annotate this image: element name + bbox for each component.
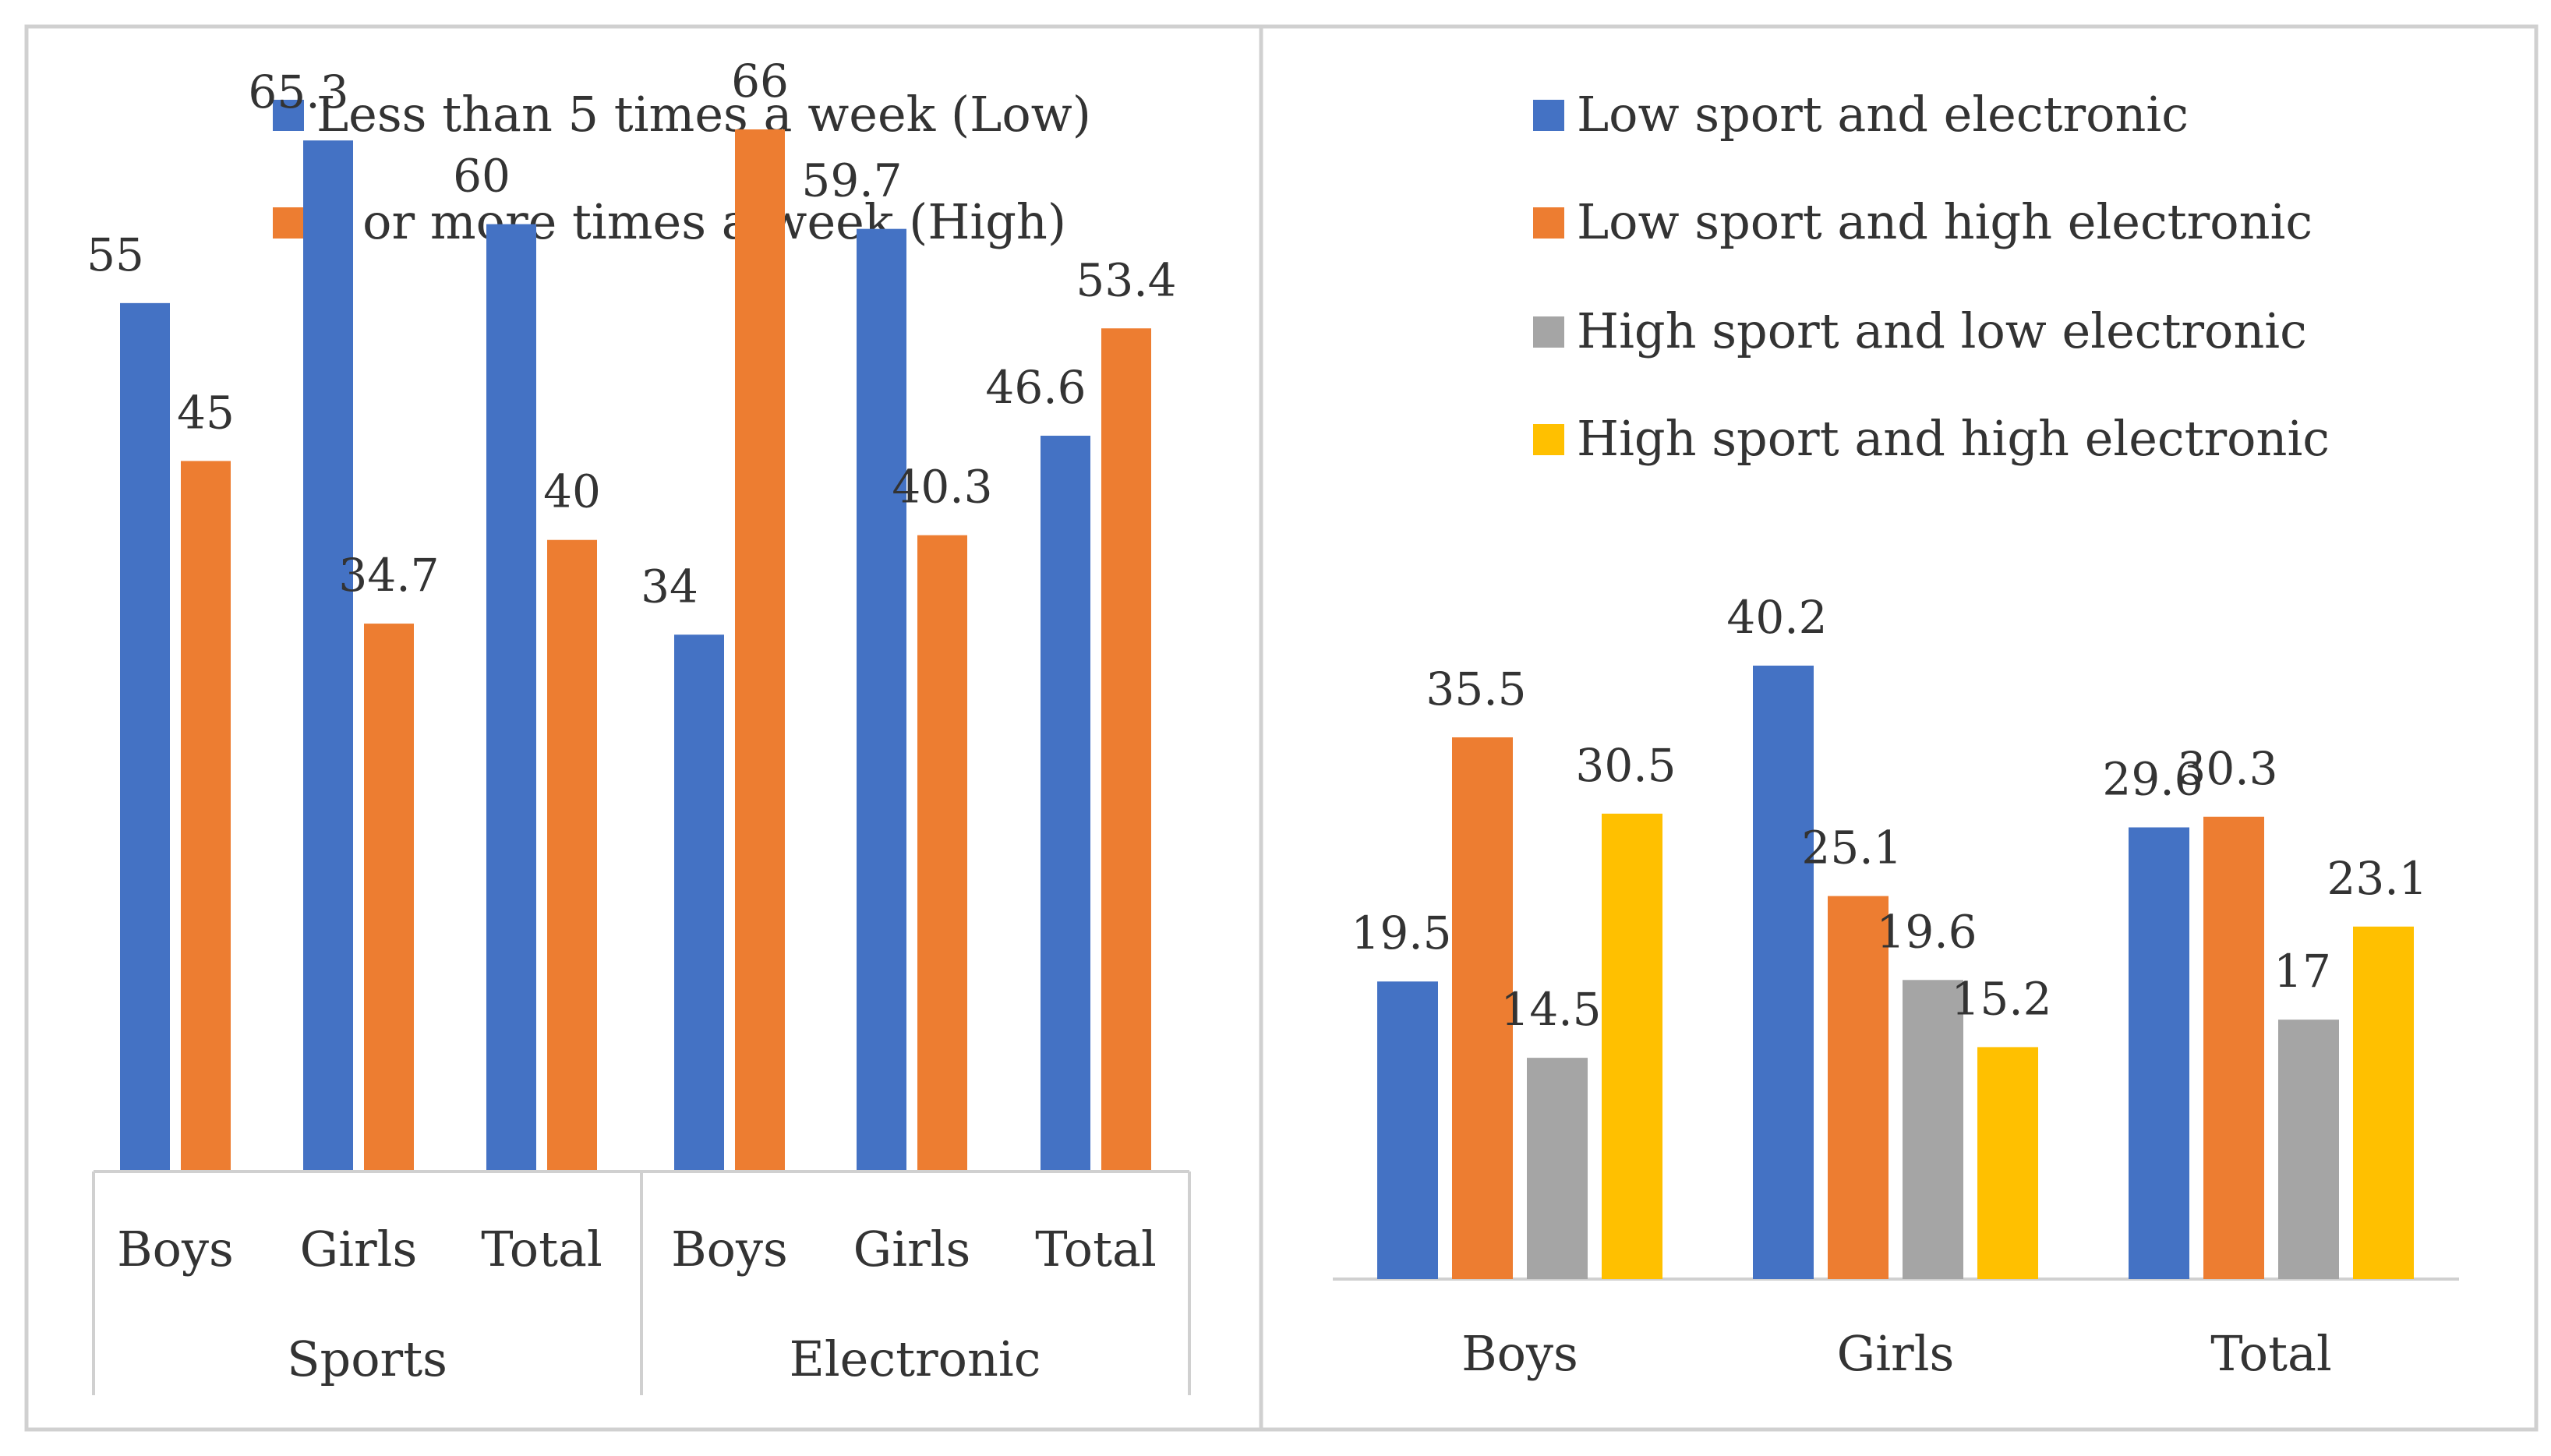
tick-label-right-total: Total — [2210, 1325, 2332, 1382]
value-label-less-than-5-times-a-week-low-3: 34 — [641, 560, 698, 613]
tick-label-sports-girls: Girls — [300, 1221, 418, 1278]
value-label-5-or-more-times-a-week-high-5: 53.4 — [1076, 253, 1176, 306]
value-label-low-sport-and-electronic-1: 40.2 — [1726, 591, 1827, 644]
bar-less-than-5-times-a-week-low-2 — [486, 224, 536, 1172]
right-chart-panel: Low sport and electronic Low sport and hi… — [1333, 86, 2459, 1382]
bar-low-sport-and-electronic-1 — [1753, 665, 1814, 1279]
value-label-less-than-5-times-a-week-low-5: 46.6 — [985, 361, 1086, 414]
bar-low-sport-and-electronic-2 — [2129, 827, 2189, 1279]
tick-label-electronic-boys: Boys — [671, 1221, 788, 1278]
figure-border — [24, 24, 2539, 1432]
tick-label-electronic-total: Total — [1035, 1221, 1157, 1278]
value-label-5-or-more-times-a-week-high-3: 66 — [731, 55, 789, 108]
tick-label-right-boys: Boys — [1461, 1325, 1578, 1382]
value-label-5-or-more-times-a-week-high-2: 40 — [543, 465, 601, 518]
value-label-low-sport-and-electronic-2: 29.6 — [2102, 752, 2203, 805]
bar-high-sport-and-high-electronic-0 — [1602, 813, 1662, 1279]
value-label-5-or-more-times-a-week-high-0: 45 — [177, 386, 235, 439]
legend-label-low-sport-and-high-electronic: Low sport and high electronic — [1577, 193, 2313, 250]
legend-label-low-sport-and-electronic: Low sport and electronic — [1577, 86, 2189, 143]
bar-high-sport-and-low-electronic-1 — [1903, 980, 1963, 1279]
legend-swatch-high-sport-and-high-electronic — [1533, 424, 1564, 455]
legend-swatch-high-sport-and-low-electronic — [1533, 316, 1564, 348]
value-label-high-sport-and-low-electronic-0: 14.5 — [1500, 983, 1601, 1036]
bar-less-than-5-times-a-week-low-4 — [857, 228, 906, 1172]
bar-high-sport-and-high-electronic-2 — [2353, 926, 2414, 1279]
legend-label-5-or-more-times-a-week-high: 5 or more times a week (High) — [316, 193, 1066, 250]
bar-less-than-5-times-a-week-low-0 — [120, 302, 170, 1172]
bar-5-or-more-times-a-week-high-0 — [181, 461, 231, 1172]
tick-label-sports-boys: Boys — [117, 1221, 234, 1278]
bar-high-sport-and-low-electronic-0 — [1527, 1058, 1588, 1279]
legend-label-high-sport-and-high-electronic: High sport and high electronic — [1577, 410, 2330, 467]
tick-label-electronic-girls: Girls — [853, 1221, 971, 1278]
bar-5-or-more-times-a-week-high-3 — [735, 129, 785, 1172]
bar-low-sport-and-electronic-0 — [1377, 981, 1438, 1279]
bar-low-sport-and-high-electronic-2 — [2203, 816, 2264, 1279]
value-label-5-or-more-times-a-week-high-1: 34.7 — [338, 549, 439, 602]
bar-low-sport-and-high-electronic-1 — [1828, 896, 1889, 1279]
value-label-less-than-5-times-a-week-low-4: 59.7 — [801, 154, 902, 207]
tick-label-right-girls: Girls — [1837, 1325, 1955, 1382]
bar-less-than-5-times-a-week-low-5 — [1041, 436, 1090, 1172]
bar-less-than-5-times-a-week-low-1 — [303, 140, 353, 1172]
legend-label-less-than-5-times-a-week-low: Less than 5 times a week (Low) — [316, 86, 1091, 143]
value-label-less-than-5-times-a-week-low-0: 55 — [87, 228, 144, 281]
value-label-high-sport-and-low-electronic-2: 17 — [2274, 945, 2331, 998]
legend-swatch-low-sport-and-high-electronic — [1533, 207, 1564, 239]
bar-high-sport-and-low-electronic-2 — [2278, 1020, 2339, 1279]
bar-5-or-more-times-a-week-high-5 — [1101, 328, 1151, 1172]
group-label-electronic: Electronic — [790, 1331, 1041, 1387]
value-label-low-sport-and-high-electronic-1: 25.1 — [1801, 822, 1902, 875]
value-label-high-sport-and-high-electronic-0: 30.5 — [1575, 739, 1676, 792]
tick-label-sports-total: Total — [481, 1221, 602, 1278]
bar-low-sport-and-high-electronic-0 — [1452, 737, 1513, 1279]
value-label-less-than-5-times-a-week-low-2: 60 — [453, 150, 511, 203]
bar-5-or-more-times-a-week-high-2 — [547, 539, 597, 1172]
left-chart-panel: Less than 5 times a week (Low) 5 or more … — [87, 55, 1191, 1395]
value-label-5-or-more-times-a-week-high-4: 40.3 — [892, 461, 992, 514]
legend-swatch-5-or-more-times-a-week-high — [273, 207, 304, 239]
bar-5-or-more-times-a-week-high-4 — [917, 535, 967, 1172]
value-label-less-than-5-times-a-week-low-1: 65.3 — [248, 65, 348, 118]
value-label-low-sport-and-high-electronic-2: 30.3 — [2177, 742, 2277, 795]
bar-5-or-more-times-a-week-high-1 — [364, 624, 414, 1172]
legend-swatch-less-than-5-times-a-week-low — [273, 100, 304, 131]
group-label-sports: Sports — [287, 1331, 447, 1387]
value-label-high-sport-and-low-electronic-1: 19.6 — [1876, 905, 1977, 958]
value-label-high-sport-and-high-electronic-2: 23.1 — [2327, 852, 2427, 905]
legend-label-high-sport-and-low-electronic: High sport and low electronic — [1577, 302, 2307, 359]
bar-less-than-5-times-a-week-low-3 — [674, 634, 724, 1172]
value-label-high-sport-and-high-electronic-1: 15.2 — [1951, 972, 2051, 1025]
bar-high-sport-and-high-electronic-1 — [1977, 1047, 2038, 1279]
legend-swatch-low-sport-and-electronic — [1533, 100, 1564, 131]
value-label-low-sport-and-electronic-0: 19.5 — [1351, 906, 1451, 959]
value-label-low-sport-and-high-electronic-0: 35.5 — [1426, 663, 1526, 716]
